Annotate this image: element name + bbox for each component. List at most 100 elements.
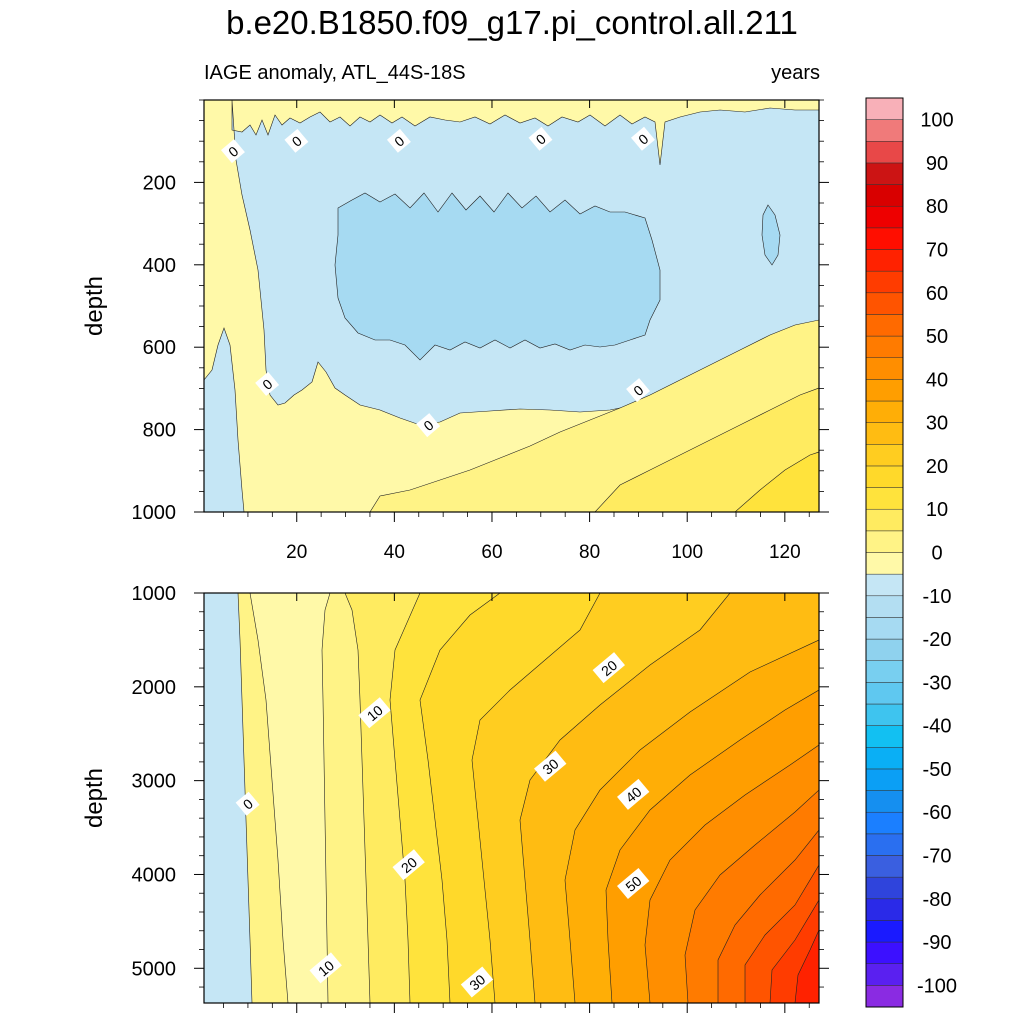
colorbar-swatch	[865, 314, 904, 337]
contour-label: 0	[284, 128, 309, 153]
colorbar-swatch	[865, 292, 904, 315]
colorbar-swatch	[865, 833, 904, 856]
contour-label-bg	[460, 966, 494, 998]
fill-band-10-15	[594, 387, 819, 512]
colorbar-tick-label: -80	[923, 889, 952, 911]
colorbar-tick-label: 80	[926, 196, 948, 218]
colorbar-swatch	[865, 747, 904, 770]
y-tick-label: 2000	[132, 677, 177, 699]
y-tick-label: 3000	[132, 771, 177, 793]
colorbar-swatch	[865, 660, 904, 683]
colorbar-swatch	[865, 552, 904, 575]
colorbar-swatch	[865, 379, 904, 402]
contour-label-bg	[358, 697, 391, 729]
contour-label-bg	[392, 849, 425, 881]
colorbar-swatch	[865, 617, 904, 640]
contour-label: 10	[358, 697, 391, 729]
contour-label-bg	[284, 128, 309, 153]
colorbar-swatch	[865, 184, 904, 207]
contour-label-bg	[630, 126, 655, 151]
panel-subtitle: IAGE anomaly, ATL_44S-18S	[204, 62, 466, 84]
contour-label-bg	[626, 378, 651, 403]
contour-label-bg	[386, 128, 411, 153]
colorbar-tick-label: 10	[926, 499, 948, 521]
colorbar-tick-label: -50	[923, 759, 952, 781]
colorbar-tick-label: 0	[931, 543, 942, 565]
colorbar-tick-label: 70	[926, 240, 948, 262]
contour-label: 0	[255, 371, 280, 396]
x-tick-label: 60	[481, 542, 502, 563]
y-tick-label: 800	[143, 420, 176, 442]
fill-band-minus5-minus10-small	[761, 204, 781, 266]
colorbar-swatch	[865, 465, 904, 488]
colorbar: -100-90-80-70-60-50-40-30-20-10010203040…	[865, 97, 957, 1008]
colorbar-frame	[865, 97, 904, 1008]
colorbar-swatch	[865, 530, 904, 553]
colorbar-swatch	[865, 400, 904, 423]
y-tick-label: 5000	[132, 958, 177, 980]
colorbar-swatch	[865, 876, 904, 900]
x-tick-label: 120	[769, 542, 801, 563]
colorbar-tick-label: 40	[926, 369, 948, 391]
colorbar-swatch	[865, 941, 904, 964]
contour-label: 0	[386, 128, 411, 153]
contour-label: 0	[235, 791, 260, 816]
colorbar-swatch	[865, 205, 904, 229]
fill-band-left-blue	[204, 327, 245, 512]
fill-band-lower-0-5	[249, 593, 331, 1003]
plot-frame	[203, 592, 820, 1004]
colorbar-swatch	[865, 638, 904, 661]
colorbar-tick-label: 90	[926, 153, 948, 175]
contour-label-bg	[255, 371, 280, 396]
contour-label: 0	[528, 126, 553, 151]
contour-label: 0	[220, 139, 245, 164]
contour-label: 0	[630, 126, 655, 151]
colorbar-tick-label: -10	[923, 586, 952, 608]
colorbar-swatch	[865, 963, 904, 986]
colorbar-tick-label: 30	[926, 413, 948, 435]
colorbar-tick-label: -70	[923, 846, 952, 868]
units-label: years	[771, 62, 820, 84]
colorbar-swatch	[865, 227, 904, 250]
colorbar-swatch	[865, 270, 904, 294]
colorbar-swatch	[865, 898, 904, 921]
colorbar-swatch	[865, 790, 904, 813]
colorbar-tick-label: 100	[920, 110, 953, 132]
contour-label: 0	[416, 413, 441, 438]
x-tick-label: 80	[579, 542, 600, 563]
x-tick-label: 20	[286, 542, 307, 563]
colorbar-swatch	[865, 725, 904, 748]
colorbar-swatch	[865, 97, 904, 120]
colorbar-swatch	[865, 357, 904, 380]
colorbar-tick-label: -20	[923, 629, 952, 651]
colorbar-tick-label: 60	[926, 283, 948, 305]
fill-band-minus5-minus10	[334, 192, 661, 361]
contour-label: 0	[626, 378, 651, 403]
colorbar-tick-label: -30	[923, 672, 952, 694]
contour-label-bg	[309, 952, 342, 984]
upper-panel	[204, 100, 819, 512]
lower-panel	[204, 593, 819, 1003]
colorbar-swatch	[865, 162, 904, 185]
colorbar-swatch	[865, 768, 904, 791]
colorbar-tick-label: -60	[923, 802, 952, 824]
x-tick-label: 40	[384, 542, 405, 563]
colorbar-swatch	[865, 811, 904, 835]
contour-label-bg	[617, 778, 650, 810]
y-tick-label: 4000	[132, 864, 177, 886]
colorbar-swatch	[865, 595, 904, 618]
colorbar-tick-label: 20	[926, 456, 948, 478]
y-tick-label: 600	[143, 337, 176, 359]
y-tick-label: 1000	[132, 583, 177, 605]
chart-title: b.e20.B1850.f09_g17.pi_control.all.211	[226, 4, 798, 41]
contour-label-bg	[617, 867, 650, 899]
colorbar-swatch	[865, 141, 904, 164]
y-tick-label: 1000	[132, 502, 177, 524]
contour-label-bg	[416, 413, 441, 438]
colorbar-swatch	[865, 335, 904, 358]
contour-label: 20	[592, 652, 625, 684]
colorbar-swatch	[865, 682, 904, 705]
colorbar-swatch	[865, 920, 904, 943]
